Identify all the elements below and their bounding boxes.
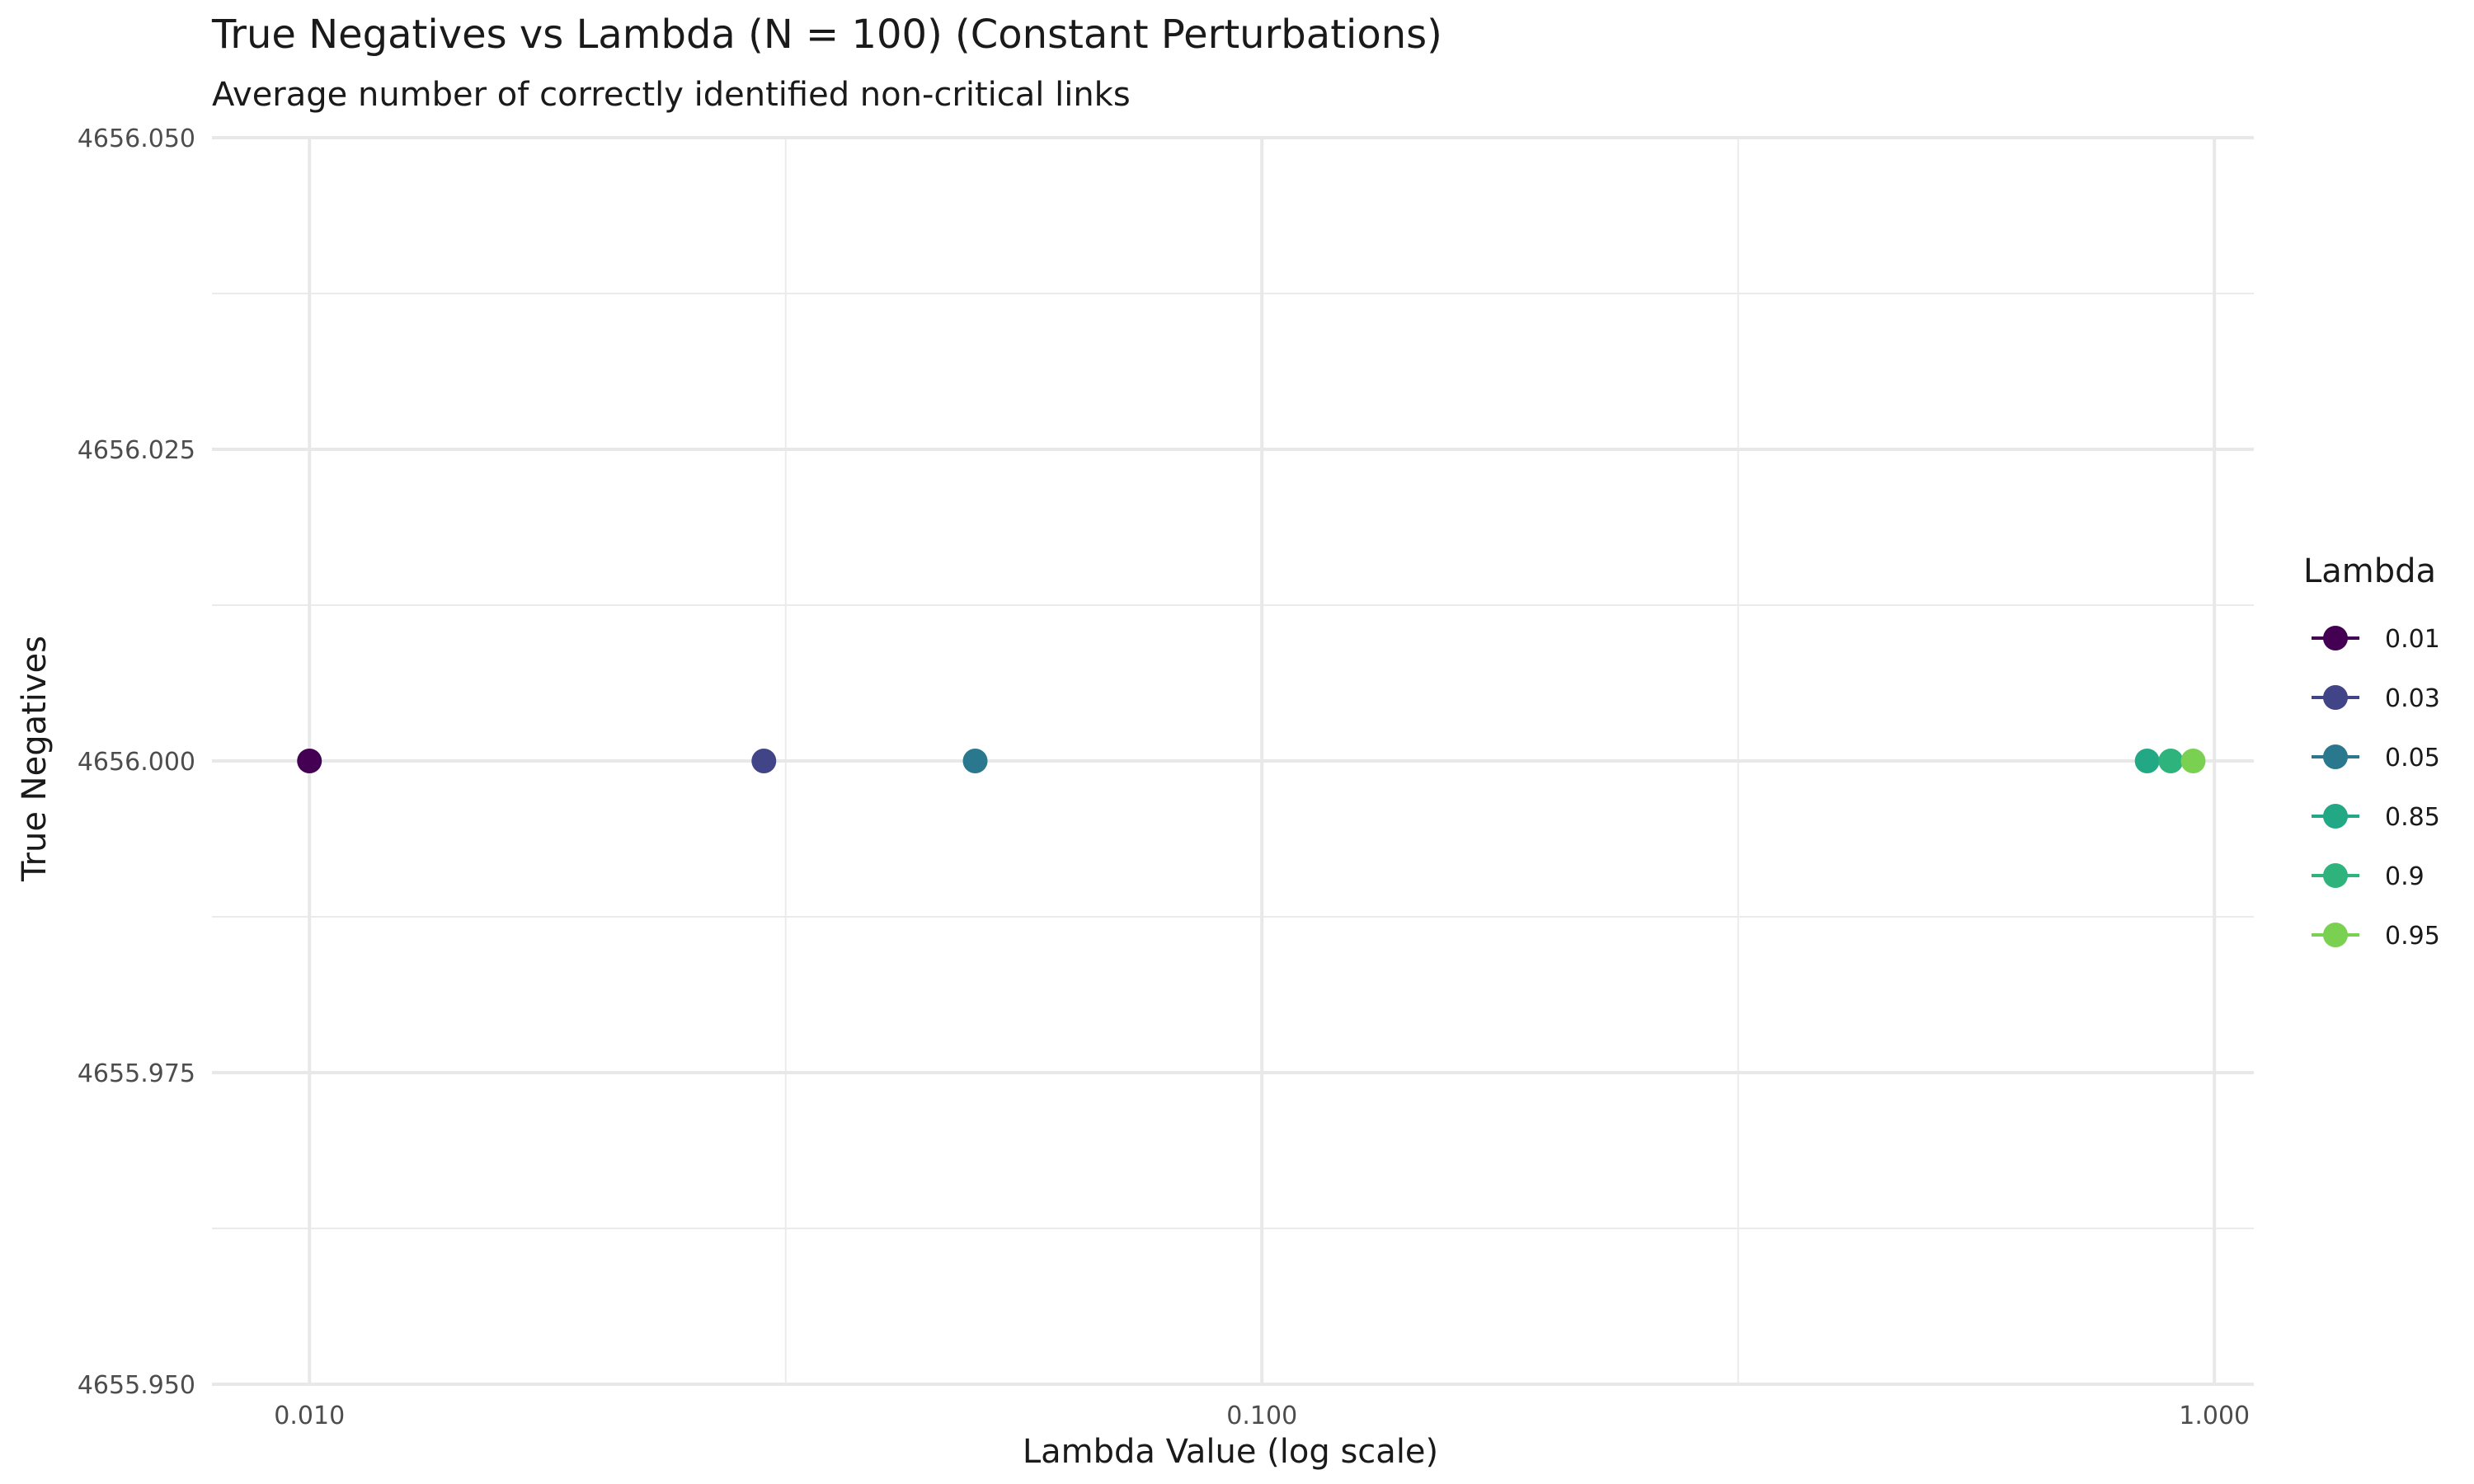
legend-label: 0.05 bbox=[2385, 744, 2440, 773]
data-point bbox=[297, 749, 322, 773]
legend-item: 0.01 bbox=[2312, 625, 2440, 654]
y-tick-label: 4656.050 bbox=[78, 124, 195, 153]
legend-item: 0.95 bbox=[2312, 922, 2440, 951]
x-tick-label: 0.100 bbox=[1226, 1402, 1297, 1430]
legend-key-point bbox=[2323, 626, 2348, 650]
legend-label: 0.95 bbox=[2385, 922, 2440, 951]
y-axis-title: True Negatives bbox=[16, 636, 54, 882]
legend-items: 0.01 0.03 0.05 0.85 0.9 0.95 bbox=[2312, 625, 2440, 951]
legend-label: 0.85 bbox=[2385, 803, 2440, 832]
data-point bbox=[962, 749, 988, 773]
legend-key-point bbox=[2323, 863, 2348, 888]
data-point bbox=[2134, 749, 2160, 773]
x-tick-label: 0.010 bbox=[274, 1402, 345, 1430]
legend-label: 0.03 bbox=[2385, 684, 2440, 713]
legend-item: 0.85 bbox=[2312, 803, 2440, 832]
y-tick-label: 4655.950 bbox=[78, 1371, 195, 1400]
grid bbox=[212, 136, 2254, 1386]
chart-title: True Negatives vs Lambda (N = 100) (Cons… bbox=[211, 12, 1442, 58]
legend-label: 0.01 bbox=[2385, 625, 2440, 654]
chart-subtitle: Average number of correctly identified n… bbox=[212, 76, 1131, 114]
data-point bbox=[751, 749, 777, 773]
x-axis-title: Lambda Value (log scale) bbox=[1023, 1433, 1438, 1471]
y-axis-ticks: 4655.950 4655.975 4656.000 4656.025 4656.050 bbox=[78, 124, 195, 1400]
legend-title: Lambda bbox=[2303, 552, 2436, 590]
legend-key-point bbox=[2323, 804, 2348, 829]
y-tick-label: 4655.975 bbox=[78, 1059, 195, 1088]
legend-key-point bbox=[2323, 744, 2348, 769]
legend-key-point bbox=[2323, 923, 2348, 947]
legend-label: 0.9 bbox=[2385, 862, 2425, 891]
data-point bbox=[2158, 749, 2184, 773]
x-tick-label: 1.000 bbox=[2179, 1402, 2250, 1430]
y-tick-label: 4656.000 bbox=[78, 748, 195, 777]
legend-item: 0.05 bbox=[2312, 744, 2440, 773]
y-tick-label: 4656.025 bbox=[78, 436, 195, 465]
data-point bbox=[2180, 749, 2206, 773]
x-axis-ticks: 0.010 0.100 1.000 bbox=[274, 1402, 2250, 1430]
legend-key-point bbox=[2323, 685, 2348, 710]
legend: Lambda 0.01 0.03 0.05 0.85 0.9 0.95 bbox=[2303, 552, 2440, 951]
legend-item: 0.03 bbox=[2312, 684, 2440, 713]
legend-item: 0.9 bbox=[2312, 862, 2425, 891]
data-points bbox=[297, 749, 2206, 773]
